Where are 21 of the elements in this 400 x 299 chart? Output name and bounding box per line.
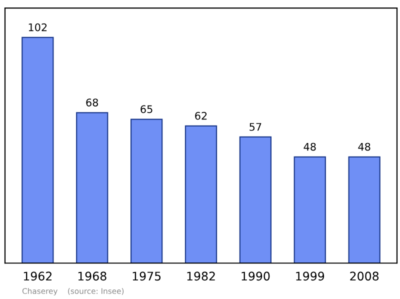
data-label: 62 (195, 112, 207, 120)
bar (22, 36, 54, 264)
bar (130, 118, 163, 264)
data-label: 65 (140, 105, 152, 114)
bar (184, 125, 218, 264)
x-tick-label: 1962 (24, 272, 52, 281)
x-tick-label: 1990 (242, 272, 270, 281)
bar (294, 156, 326, 264)
x-tick-label: 1975 (132, 272, 161, 281)
x-tick-label: 2008 (350, 272, 379, 281)
bar (239, 136, 272, 264)
x-tick-label: 1999 (296, 272, 324, 281)
bar (76, 112, 108, 264)
x-tick-label: 1982 (187, 272, 215, 281)
data-label: 57 (250, 123, 262, 131)
x-tick-label: 1968 (78, 272, 106, 281)
data-label: 68 (86, 98, 98, 106)
data-label: 102 (28, 23, 47, 32)
data-label: 48 (358, 142, 370, 151)
data-label: 48 (304, 142, 316, 151)
bar (348, 156, 380, 264)
